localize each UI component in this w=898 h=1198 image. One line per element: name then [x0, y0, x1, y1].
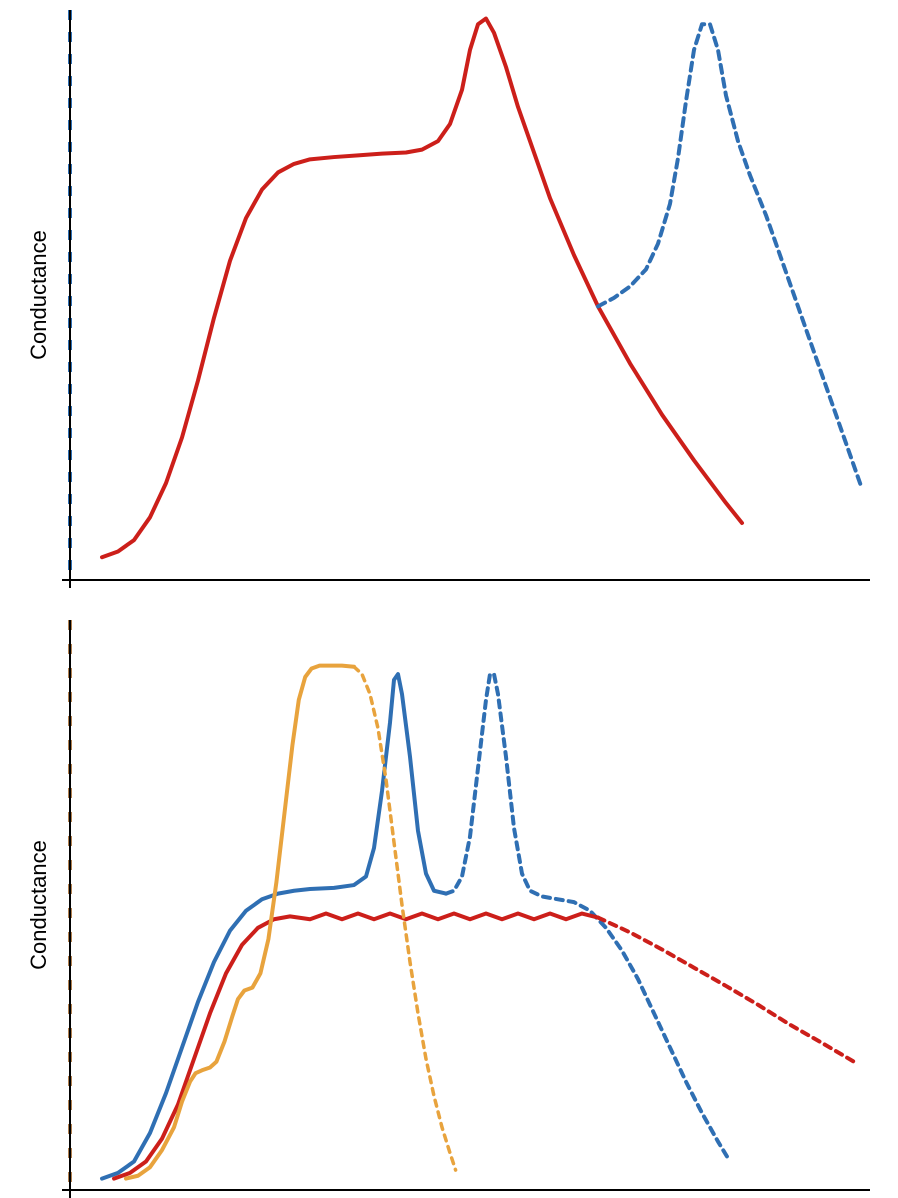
chart-figure: Conductance Conductance	[0, 0, 898, 1198]
y-axis-label: Conductance	[26, 840, 51, 970]
y-axis-label: Conductance	[26, 230, 51, 360]
chart-svg: Conductance Conductance	[0, 0, 898, 1198]
